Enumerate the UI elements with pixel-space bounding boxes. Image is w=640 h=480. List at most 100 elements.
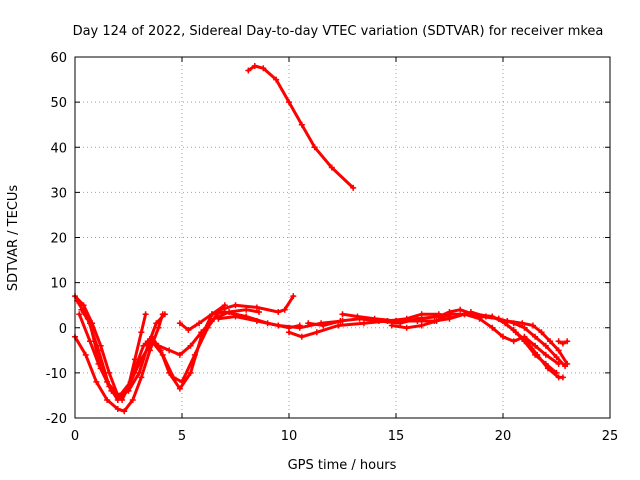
- data-series: [72, 63, 571, 415]
- x-tick-label: 20: [495, 429, 512, 444]
- data-point-marker: [138, 329, 145, 336]
- data-point-marker: [176, 385, 183, 392]
- data-point-marker: [273, 76, 280, 83]
- data-point-marker: [260, 65, 267, 72]
- axis-ticks: 0 5 10 15 20 25 -20 -10 0 10 20 30 40 50 60: [46, 51, 619, 444]
- data-point-marker: [354, 313, 361, 320]
- data-point-marker: [433, 317, 440, 324]
- data-point-marker: [510, 327, 517, 334]
- data-point-marker: [495, 315, 502, 322]
- data-point-marker: [187, 369, 194, 376]
- data-point-marker: [555, 338, 562, 345]
- data-point-marker: [161, 311, 168, 318]
- data-point-marker: [414, 317, 421, 324]
- data-point-marker: [500, 333, 506, 340]
- data-point-marker: [116, 392, 123, 399]
- data-point-marker: [519, 320, 526, 327]
- data-point-marker: [138, 356, 145, 363]
- data-point-marker: [121, 408, 128, 415]
- data-point-marker: [176, 351, 183, 358]
- x-tick-label: 25: [602, 429, 619, 444]
- data-point-marker: [457, 306, 464, 313]
- data-point-marker: [281, 306, 288, 313]
- data-point-marker: [144, 338, 151, 345]
- data-point-marker: [153, 320, 160, 327]
- data-point-marker: [97, 365, 104, 372]
- data-point-marker: [339, 311, 346, 318]
- y-axis-label: SDTVAR / TECUs: [6, 185, 21, 292]
- data-point-marker: [86, 338, 93, 345]
- data-point-marker: [350, 184, 357, 191]
- x-tick-label: 5: [178, 429, 186, 444]
- data-point-marker: [253, 304, 260, 311]
- data-point-marker: [564, 338, 571, 345]
- series-line-arc-f: [146, 308, 261, 357]
- data-point-marker: [108, 387, 115, 394]
- data-point-marker: [547, 338, 554, 345]
- data-point-marker: [532, 342, 539, 349]
- data-point-marker: [208, 311, 215, 318]
- data-point-marker: [114, 405, 121, 412]
- data-point-marker: [489, 324, 496, 331]
- data-point-marker: [104, 396, 111, 403]
- y-tick-label: 50: [50, 96, 67, 111]
- data-point-marker: [86, 320, 93, 327]
- data-point-marker: [371, 315, 378, 322]
- data-point-marker: [542, 351, 549, 358]
- data-point-marker: [142, 311, 149, 318]
- data-point-marker: [78, 306, 85, 313]
- data-point-marker: [191, 351, 198, 358]
- data-point-marker: [532, 333, 539, 340]
- y-tick-label: -10: [46, 367, 67, 382]
- data-point-marker: [553, 369, 560, 376]
- data-point-marker: [185, 327, 192, 334]
- data-point-marker: [232, 313, 239, 320]
- data-point-marker: [80, 302, 87, 309]
- data-point-marker: [275, 322, 282, 329]
- data-point-marker: [196, 320, 203, 327]
- y-tick-label: 0: [59, 322, 67, 337]
- data-point-marker: [97, 342, 104, 349]
- data-point-marker: [564, 360, 571, 367]
- data-point-marker: [215, 315, 222, 322]
- x-axis-label: GPS time / hours: [288, 458, 397, 473]
- data-point-marker: [251, 63, 258, 70]
- data-point-marker: [403, 324, 410, 331]
- data-point-marker: [446, 311, 453, 318]
- data-point-marker: [296, 324, 303, 331]
- data-point-marker: [555, 360, 562, 367]
- data-point-marker: [129, 396, 136, 403]
- data-point-marker: [187, 342, 194, 349]
- data-point-marker: [320, 322, 327, 329]
- data-point-marker: [243, 306, 250, 313]
- data-point-marker: [467, 308, 474, 315]
- data-point-marker: [114, 396, 121, 403]
- data-point-marker: [360, 320, 367, 327]
- data-point-marker: [286, 99, 292, 106]
- data-point-marker: [311, 144, 318, 151]
- y-tick-label: 20: [50, 232, 67, 247]
- x-tick-label: 10: [281, 429, 298, 444]
- data-point-marker: [232, 302, 239, 309]
- data-point-marker: [305, 320, 312, 327]
- data-point-marker: [555, 347, 562, 354]
- data-point-marker: [127, 378, 134, 385]
- y-tick-label: 10: [50, 277, 67, 292]
- data-point-marker: [418, 311, 425, 318]
- data-point-marker: [245, 67, 252, 74]
- data-point-marker: [337, 317, 344, 324]
- data-point-marker: [328, 164, 335, 171]
- y-tick-label: 40: [50, 141, 67, 156]
- data-point-marker: [335, 322, 342, 329]
- chart-title: Day 124 of 2022, Sidereal Day-to-day VTE…: [73, 24, 604, 39]
- data-point-marker: [170, 374, 177, 381]
- data-point-marker: [155, 342, 162, 349]
- data-point-marker: [298, 121, 305, 128]
- data-point-marker: [221, 308, 228, 315]
- data-point-marker: [542, 342, 549, 349]
- data-point-marker: [521, 324, 528, 331]
- x-tick-label: 0: [71, 429, 79, 444]
- grid-lines: [75, 57, 610, 418]
- data-point-marker: [166, 347, 173, 354]
